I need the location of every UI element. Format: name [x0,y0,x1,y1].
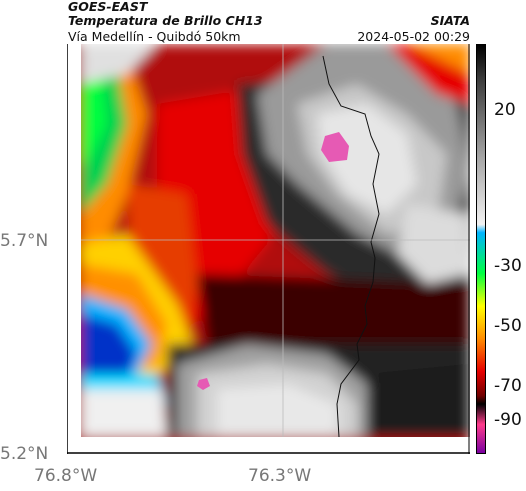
colorbar [476,44,486,454]
colorbar-tick-20: 20 [494,100,516,120]
lat-tick-5-2: 5.2°N [0,444,49,464]
colorbar-tick-minus70: -70 [494,376,522,396]
satellite-label: GOES-EAST [68,0,148,14]
brightness-temperature-field [67,44,470,454]
region-label: Vía Medellín - Quibdó 50km [68,29,241,44]
satellite-map[interactable] [67,44,470,454]
agency-label: SIATA [430,13,470,28]
lon-tick-76-8: 76.8°W [34,466,98,486]
lat-tick-5-7: 5.7°N [0,231,49,251]
product-title: Temperatura de Brillo CH13 [68,13,263,28]
timestamp-label: 2024-05-02 00:29 [357,29,470,44]
country-boundary [322,55,380,437]
colorbar-tick-minus50: -50 [494,316,522,336]
lon-tick-76-3: 76.3°W [248,466,312,486]
colorbar-tick-minus90: -90 [494,410,522,430]
colorbar-tick-minus30: -30 [494,256,522,276]
